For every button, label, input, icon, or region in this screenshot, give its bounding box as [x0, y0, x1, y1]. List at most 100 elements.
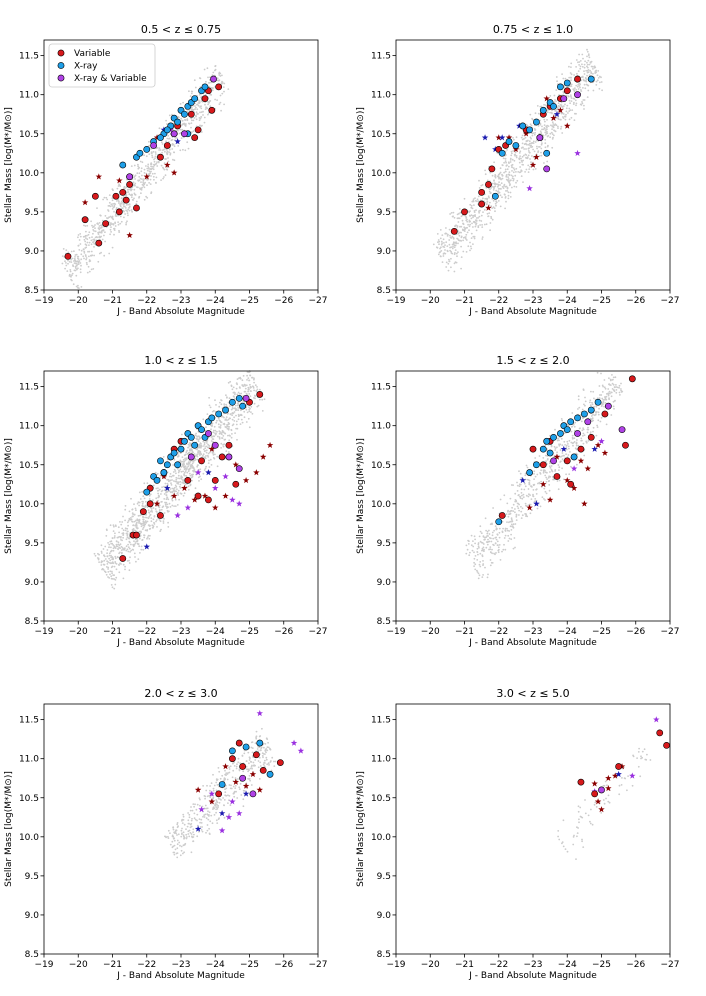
- galaxy-point: [559, 449, 562, 451]
- galaxy-point: [486, 201, 489, 203]
- galaxy-point: [605, 423, 608, 426]
- galaxy-point: [550, 468, 553, 471]
- galaxy-point: [454, 225, 456, 228]
- galaxy-point: [572, 423, 575, 426]
- y-tick-label: 10.0: [19, 500, 39, 510]
- galaxy-point: [235, 427, 238, 430]
- galaxy-point: [489, 171, 492, 174]
- galaxy-point: [196, 453, 199, 455]
- point-xray: [174, 118, 181, 126]
- galaxy-point: [231, 418, 234, 421]
- galaxy-point: [245, 408, 248, 411]
- galaxy-point: [152, 166, 155, 168]
- point-variable: [239, 763, 247, 770]
- galaxy-point: [256, 405, 259, 408]
- galaxy-point: [259, 765, 262, 767]
- galaxy-point: [105, 566, 108, 568]
- galaxy-point: [203, 443, 206, 446]
- galaxy-point: [454, 242, 456, 244]
- galaxy-point: [557, 830, 560, 832]
- galaxy-point: [105, 535, 108, 537]
- galaxy-point: [173, 458, 176, 461]
- galaxy-point: [179, 480, 182, 483]
- galaxy-point: [460, 267, 462, 270]
- galaxy-point: [211, 438, 214, 440]
- galaxy-point: [481, 576, 484, 578]
- galaxy-point: [521, 507, 524, 510]
- galaxy-point: [149, 183, 152, 186]
- galaxy-point: [169, 479, 172, 482]
- galaxy-point: [222, 86, 225, 88]
- galaxy-point: [571, 434, 574, 437]
- galaxy-point: [205, 445, 208, 448]
- galaxy-point: [244, 385, 247, 387]
- galaxy-point: [186, 462, 188, 465]
- galaxy-point: [483, 223, 486, 226]
- galaxy-point: [184, 453, 187, 456]
- galaxy-point: [512, 484, 514, 486]
- galaxy-point: [583, 63, 586, 66]
- galaxy-point: [530, 124, 533, 127]
- galaxy-point: [232, 412, 235, 415]
- galaxy-point: [203, 116, 206, 119]
- galaxy-point: [79, 235, 82, 238]
- point-xray-variable: [550, 457, 557, 465]
- point-variable: [574, 75, 581, 83]
- galaxy-point: [570, 83, 573, 86]
- galaxy-point: [116, 200, 118, 202]
- galaxy-point: [560, 127, 562, 130]
- galaxy-point: [139, 498, 142, 500]
- galaxy-point: [213, 435, 216, 438]
- galaxy-point: [210, 782, 213, 784]
- galaxy-point: [175, 472, 177, 475]
- galaxy-point: [174, 498, 177, 501]
- galaxy-point: [120, 535, 122, 538]
- galaxy-point: [545, 476, 548, 479]
- galaxy-point: [182, 458, 185, 461]
- galaxy-point: [133, 540, 135, 543]
- galaxy-point: [589, 822, 592, 825]
- galaxy-point: [134, 182, 137, 185]
- galaxy-point: [194, 434, 197, 436]
- galaxy-point: [505, 200, 507, 203]
- galaxy-point: [501, 174, 504, 177]
- galaxy-point: [209, 789, 211, 792]
- galaxy-point: [99, 214, 102, 217]
- galaxy-point: [216, 99, 219, 101]
- galaxy-point: [607, 392, 609, 395]
- galaxy-point: [506, 529, 509, 532]
- galaxy-point: [576, 453, 579, 456]
- galaxy-point: [511, 186, 513, 189]
- galaxy-point: [189, 832, 192, 834]
- galaxy-point: [164, 158, 167, 160]
- galaxy-point: [84, 225, 87, 227]
- galaxy-point: [558, 466, 561, 469]
- galaxy-point: [139, 188, 142, 191]
- galaxy-point: [117, 541, 120, 544]
- galaxy-point: [203, 469, 206, 471]
- x-tick-label: −24: [558, 960, 577, 970]
- galaxy-point: [125, 186, 128, 189]
- galaxy-point: [86, 234, 88, 237]
- galaxy-point: [491, 552, 493, 555]
- galaxy-point: [215, 819, 218, 822]
- galaxy-point: [118, 564, 120, 566]
- galaxy-point: [524, 513, 526, 515]
- galaxy-point: [556, 107, 559, 109]
- galaxy-point: [171, 499, 174, 502]
- galaxy-point: [114, 532, 116, 535]
- galaxy-point: [129, 551, 132, 553]
- galaxy-point: [504, 529, 507, 532]
- galaxy-point: [133, 529, 135, 531]
- galaxy-point: [192, 840, 195, 843]
- galaxy-point: [108, 216, 110, 219]
- galaxy-point: [76, 263, 79, 265]
- galaxy-point: [516, 481, 518, 484]
- galaxy-point: [172, 487, 175, 490]
- galaxy-point: [605, 797, 607, 800]
- galaxy-point: [529, 123, 532, 126]
- galaxy-point: [74, 259, 77, 262]
- galaxy-point: [240, 414, 243, 417]
- galaxy-point: [122, 187, 125, 190]
- galaxy-point: [76, 268, 78, 271]
